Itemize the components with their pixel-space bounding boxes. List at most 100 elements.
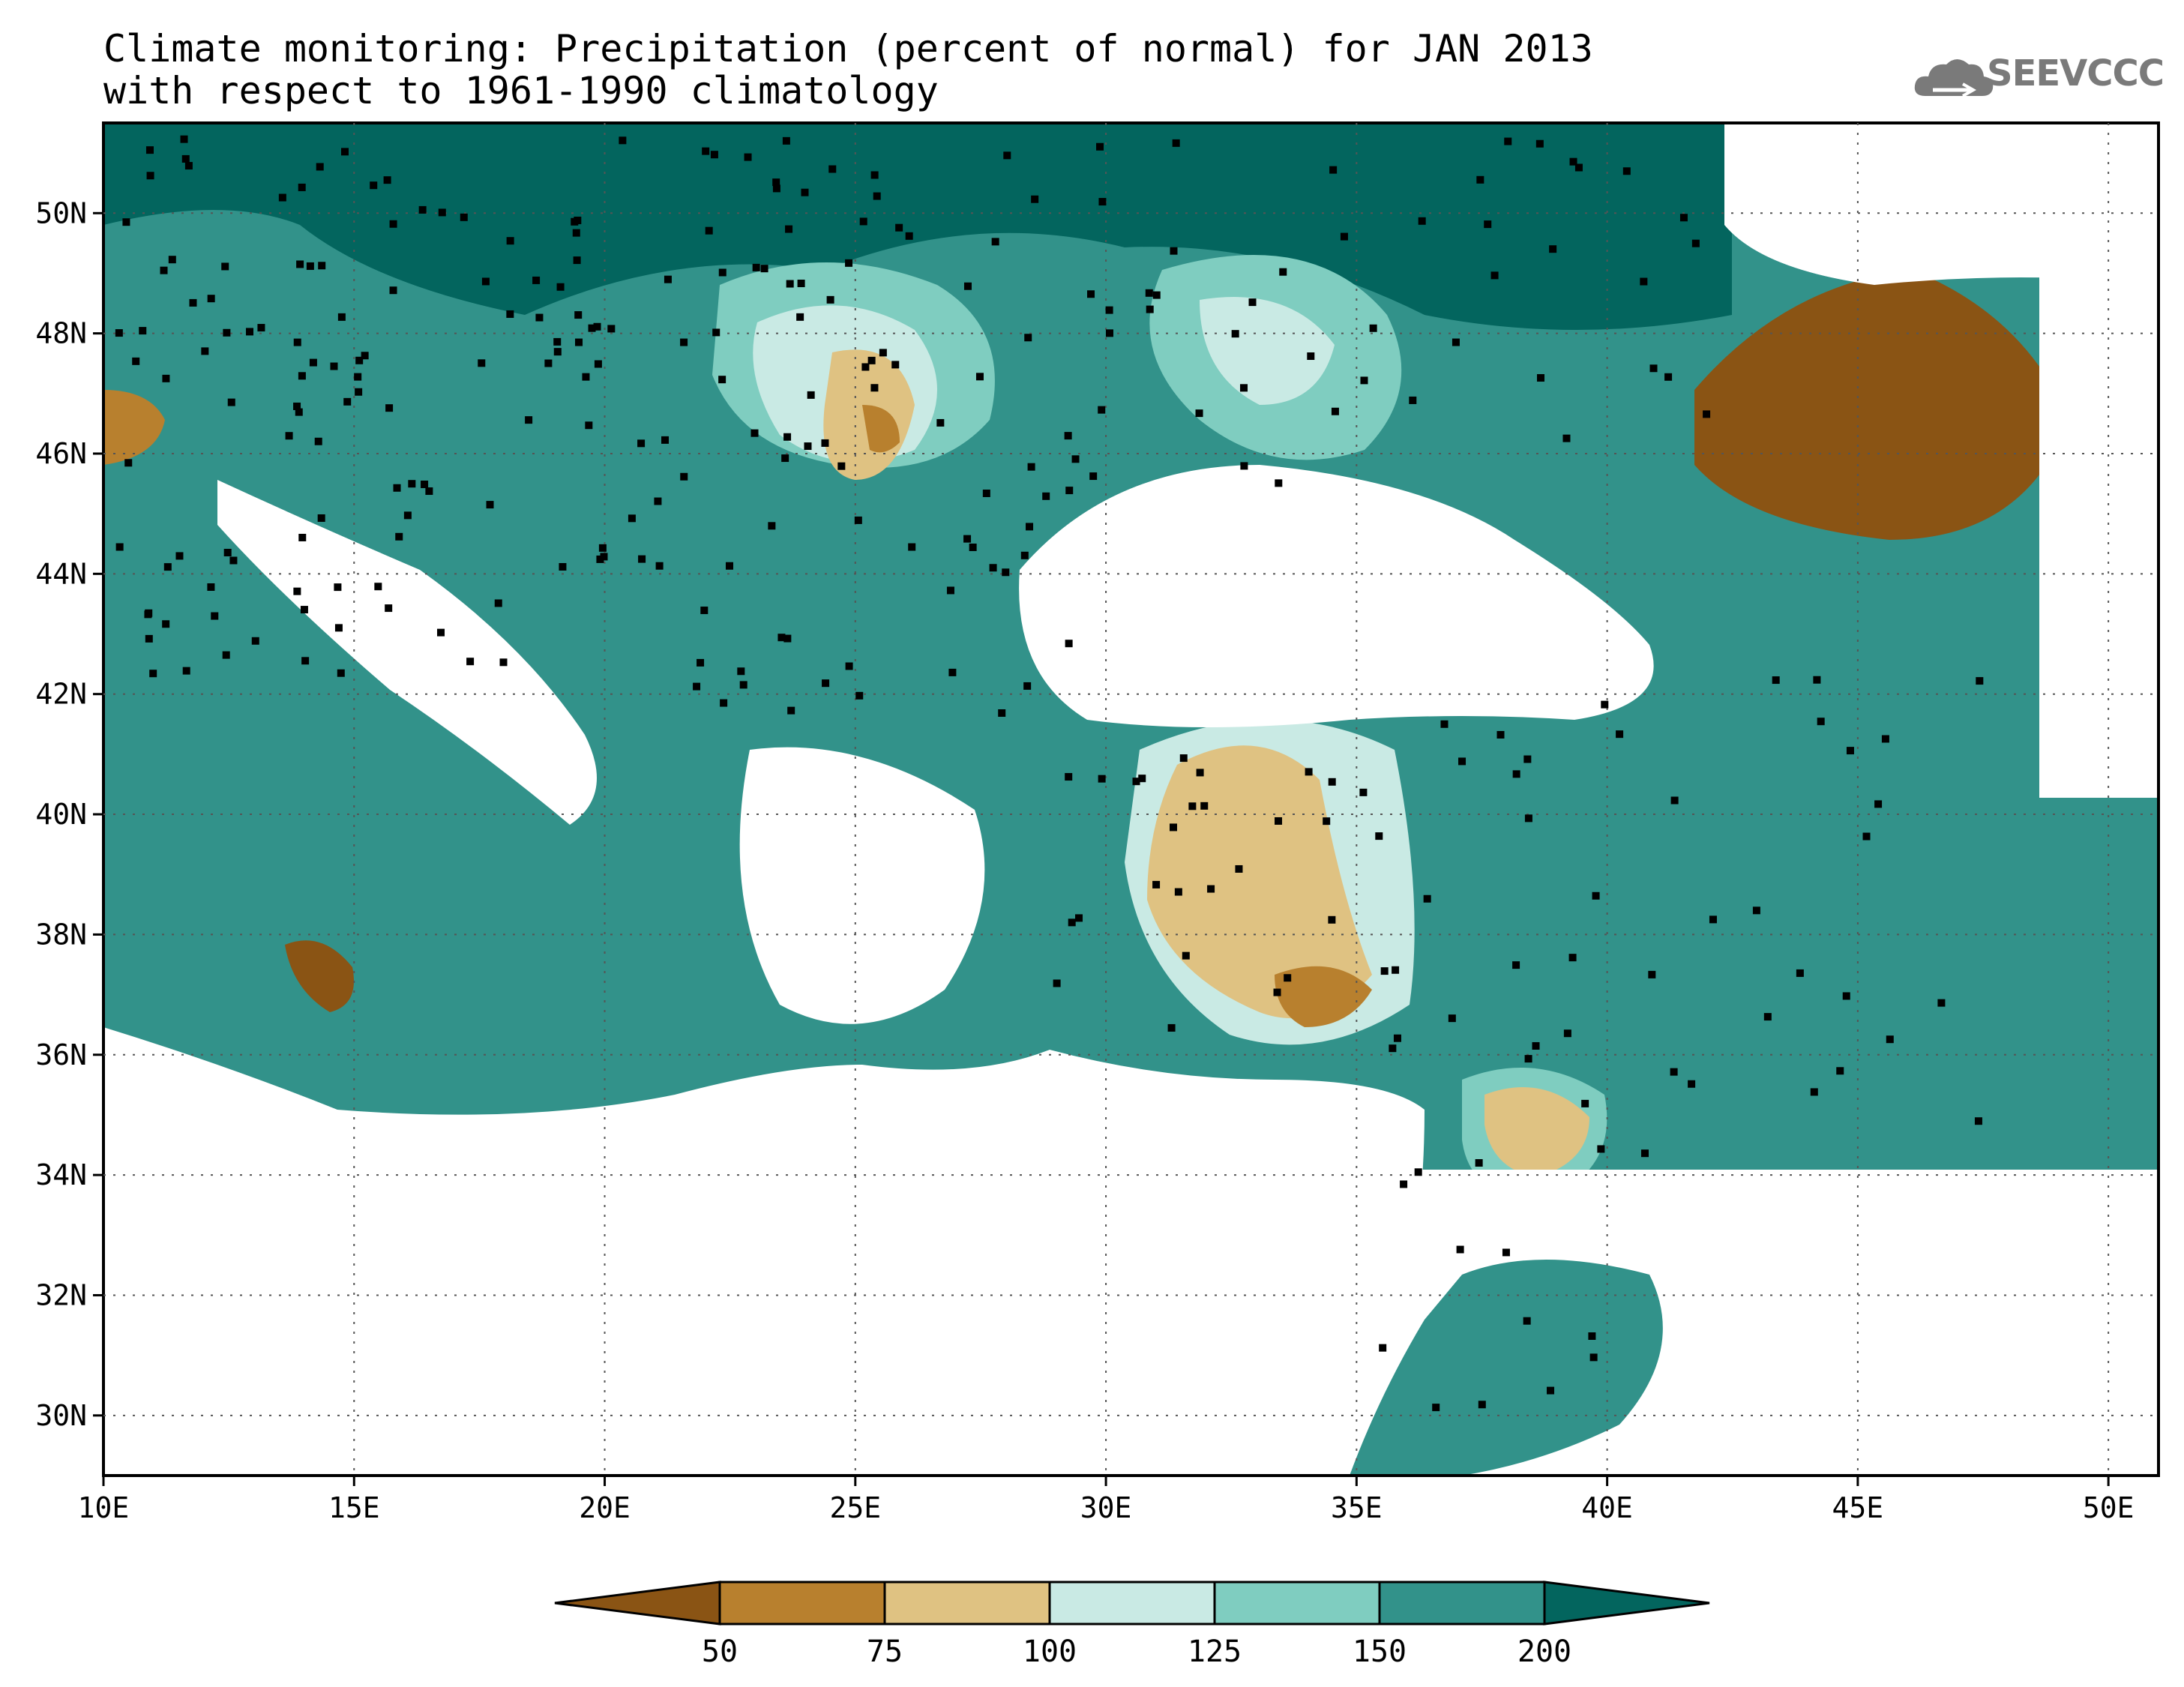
lat-tick-label: 48N: [35, 317, 87, 350]
station-marker: [1523, 755, 1532, 763]
station-marker: [146, 172, 154, 180]
station-marker: [821, 439, 829, 447]
colorbar-arrow-high: [1543, 1581, 1710, 1626]
station-marker: [859, 217, 867, 226]
shade-anatolia-dry: [1147, 745, 1372, 1019]
station-marker: [1275, 479, 1283, 487]
grid-lines: [103, 123, 2159, 1476]
station-markers: [115, 135, 1984, 1412]
station-marker: [385, 604, 393, 613]
station-marker: [804, 442, 812, 451]
station-marker: [337, 313, 346, 321]
lat-tick-label: 32N: [35, 1278, 87, 1311]
station-marker: [1096, 142, 1104, 151]
station-marker: [1275, 817, 1283, 825]
station-marker: [654, 497, 662, 505]
title-line-1: Climate monitoring: Precipitation (perce…: [103, 27, 1593, 70]
station-marker: [1440, 720, 1449, 728]
station-marker: [478, 359, 486, 367]
station-marker: [1195, 409, 1203, 418]
station-marker: [293, 338, 301, 346]
station-marker: [948, 668, 957, 676]
station-marker: [1456, 1245, 1464, 1254]
station-marker: [619, 136, 627, 145]
station-marker: [782, 136, 790, 145]
station-marker: [1231, 330, 1239, 338]
station-marker: [1670, 1068, 1678, 1076]
station-marker: [1568, 954, 1577, 962]
station-marker: [737, 667, 745, 676]
shade-alps-dry: [103, 390, 165, 465]
station-marker: [1752, 906, 1760, 915]
station-marker: [571, 217, 579, 226]
station-marker: [1562, 434, 1571, 442]
map-frame: [102, 121, 2160, 1477]
station-marker: [1172, 139, 1180, 147]
station-marker: [1563, 1029, 1571, 1038]
station-marker: [725, 562, 733, 570]
colorbar-segment: [1048, 1581, 1216, 1626]
station-marker: [180, 135, 188, 143]
station-marker: [1380, 967, 1389, 975]
station-marker: [1523, 1317, 1531, 1325]
lat-tick-label: 30N: [35, 1399, 87, 1432]
lon-tick-label: 45E: [1832, 1491, 1884, 1524]
station-marker: [796, 313, 804, 321]
station-marker: [1068, 918, 1076, 927]
station-marker: [1409, 396, 1417, 404]
station-marker: [777, 634, 786, 642]
station-marker: [1581, 1099, 1589, 1107]
station-marker: [355, 356, 364, 364]
aegean-sea: [739, 747, 985, 1024]
station-marker: [1763, 1013, 1772, 1021]
station-marker: [628, 514, 636, 523]
station-marker: [1813, 676, 1821, 684]
station-marker: [1105, 306, 1113, 314]
station-marker: [588, 324, 596, 332]
station-marker: [1170, 247, 1178, 255]
shade-drier-romania: [862, 405, 900, 453]
station-marker: [559, 563, 567, 571]
station-marker: [1132, 778, 1140, 786]
station-marker: [826, 295, 834, 304]
lon-tick-label: 20E: [579, 1491, 631, 1524]
station-marker: [1512, 961, 1520, 969]
station-marker: [1640, 277, 1648, 286]
northeast-blank: [1724, 123, 2159, 285]
station-marker: [115, 543, 124, 551]
station-marker: [702, 147, 710, 155]
title-line-2: with respect to 1961-1990 climatology: [103, 69, 939, 112]
station-marker: [936, 418, 945, 427]
station-marker: [908, 543, 916, 551]
map-area: [103, 123, 2159, 1476]
station-marker: [1053, 979, 1061, 987]
station-marker: [1087, 290, 1095, 298]
station-marker: [760, 265, 768, 273]
station-marker: [1810, 1088, 1818, 1096]
station-marker: [181, 154, 190, 163]
station-marker: [982, 489, 990, 497]
station-marker: [1031, 195, 1039, 203]
station-marker: [807, 391, 815, 399]
station-marker: [317, 514, 325, 523]
station-marker: [705, 226, 713, 235]
station-marker: [1328, 915, 1336, 924]
station-marker: [1709, 915, 1717, 924]
lat-tick-label: 36N: [35, 1038, 87, 1071]
station-marker: [1329, 166, 1338, 174]
station-marker: [1496, 730, 1505, 739]
station-marker: [160, 266, 168, 274]
lon-tick-label: 10E: [78, 1491, 130, 1524]
station-marker: [1423, 894, 1431, 903]
station-marker: [162, 374, 170, 382]
station-marker: [1375, 832, 1383, 841]
station-marker: [1138, 775, 1146, 783]
station-marker: [1182, 951, 1190, 960]
station-marker: [1589, 1353, 1598, 1362]
station-marker: [1098, 406, 1106, 414]
lon-ticks: 10E 15E 20E 25E 30E 35E 40E 45E 50E: [78, 1476, 2134, 1524]
station-marker: [149, 670, 157, 678]
station-marker: [223, 328, 231, 337]
station-marker: [1974, 1117, 1982, 1125]
